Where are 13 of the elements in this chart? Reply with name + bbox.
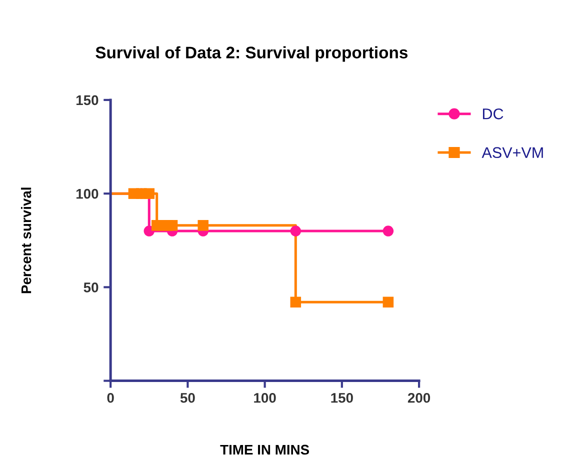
x-axis-title: TIME IN MINS: [220, 444, 310, 455]
chart-title: Survival of Data 2: Survival proportions: [96, 46, 408, 62]
x-tick-label: 50: [180, 392, 195, 403]
y-axis-title: Percent survival: [20, 188, 32, 294]
y-tick-label: 50: [84, 282, 98, 292]
x-tick-label: 150: [331, 392, 353, 403]
x-tick-label: 200: [408, 392, 430, 403]
legend-label: DC: [482, 108, 504, 120]
x-tick-label: 100: [254, 392, 276, 403]
y-tick-label: 150: [76, 95, 98, 106]
legend-label: ASV+VM: [482, 147, 543, 158]
y-tick-label: 100: [76, 188, 98, 199]
x-tick-label: 0: [107, 392, 114, 403]
